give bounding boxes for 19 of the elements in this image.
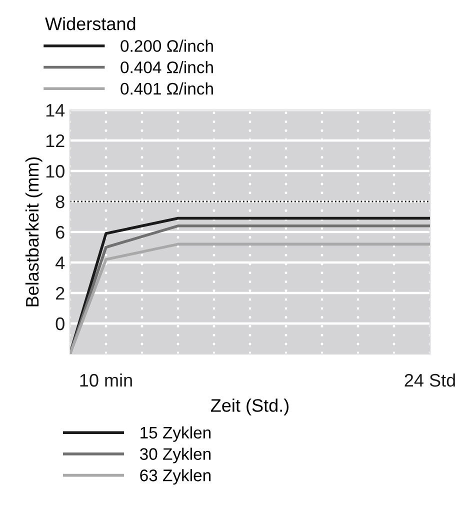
y-tick-label: 6 xyxy=(56,226,64,239)
legend-title: Widerstand xyxy=(45,17,136,30)
text: 30 Zyklen xyxy=(140,448,211,464)
text: 63 Zyklen xyxy=(140,469,211,485)
y-tick-label: 14 xyxy=(46,104,65,117)
y-tick-label: 8 xyxy=(56,195,64,208)
y-tick-label: 0 xyxy=(56,317,64,330)
legend-label: 0.404 Ω/inch xyxy=(120,61,213,74)
y-tick-label: 2 xyxy=(56,286,64,300)
legend-label: 0.200 Ω/inch xyxy=(120,40,213,52)
x-tick-label: 24 Std xyxy=(404,373,455,387)
x-axis-title: Zeit (Std.) xyxy=(210,398,289,416)
y-tick-label: 12 xyxy=(46,134,64,148)
y-axis-title: Belastbarkeit (mm) xyxy=(25,157,42,306)
legend-label: 0.401 Ω/inch xyxy=(120,82,213,95)
x-tick-label: 10 min xyxy=(80,373,132,387)
y-tick-label: 4 xyxy=(56,256,65,270)
y-tick-label: 10 xyxy=(46,164,64,178)
text: 15 Zyklen xyxy=(140,426,211,442)
